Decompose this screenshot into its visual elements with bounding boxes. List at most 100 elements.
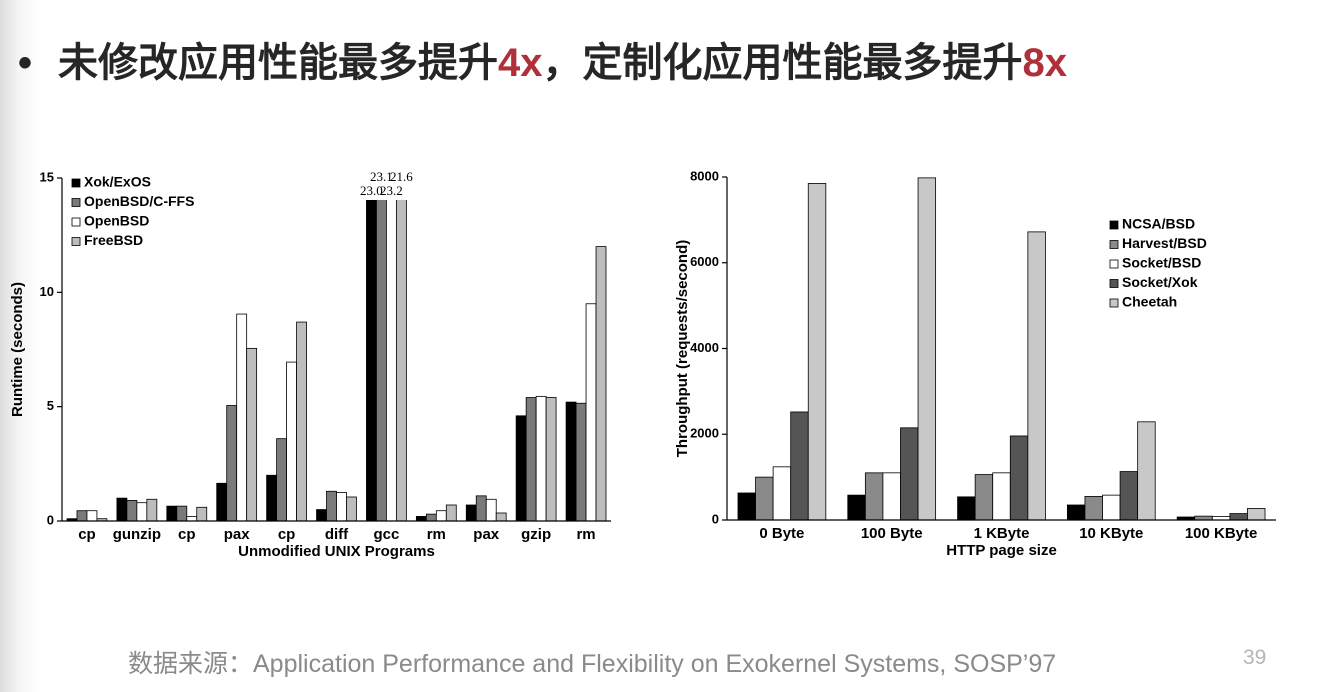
bar	[76, 510, 88, 521]
bar	[226, 405, 238, 521]
bar	[917, 177, 937, 520]
bar	[425, 513, 437, 521]
bar	[435, 510, 447, 521]
bar	[535, 395, 547, 521]
x-tick-label: diff	[325, 526, 349, 543]
bar	[186, 516, 198, 521]
legend-label: OpenBSD	[84, 213, 149, 229]
bar	[1119, 471, 1139, 520]
legend-swatch	[1109, 220, 1119, 230]
bar	[146, 498, 158, 521]
bar	[445, 504, 457, 521]
bar	[1009, 435, 1029, 520]
bar	[116, 497, 128, 521]
bar	[755, 476, 774, 520]
bar	[395, 200, 407, 521]
legend-swatch	[71, 217, 81, 227]
bar	[585, 303, 597, 521]
bar	[595, 246, 607, 521]
bullet: •	[18, 41, 33, 85]
bar	[864, 472, 884, 520]
y-tick-label: 5	[47, 398, 54, 413]
x-tick-label: 1 KByte	[974, 525, 1030, 542]
bar	[1066, 504, 1086, 520]
x-tick-label: rm	[427, 526, 446, 543]
y-tick-label: 4000	[690, 340, 719, 355]
bar	[276, 438, 287, 521]
x-axis-label: Unmodified UNIX Programs	[238, 543, 435, 560]
legend-label: FreeBSD	[84, 232, 143, 248]
bar	[86, 510, 98, 521]
y-tick-label: 0	[47, 512, 54, 527]
bar	[957, 496, 976, 520]
bar	[1229, 513, 1248, 520]
bar	[415, 516, 427, 521]
x-tick-label: gzip	[521, 526, 551, 543]
x-tick-label: 10 KByte	[1079, 525, 1143, 542]
title-text: ，定制化应用性能最多提升	[542, 41, 1023, 85]
bar	[992, 472, 1011, 520]
bar	[900, 427, 919, 520]
title-text: 未修改应用性能最多提升	[58, 41, 499, 85]
x-tick-label: cp	[278, 526, 296, 543]
bar	[326, 490, 337, 521]
bar	[974, 474, 994, 520]
bar	[216, 482, 228, 521]
y-axis-label: Throughput (requests/second)	[674, 240, 691, 458]
bar	[847, 494, 866, 520]
bars	[737, 177, 1266, 520]
x-tick-label: 100 KByte	[1185, 525, 1258, 542]
x-tick-label: rm	[576, 526, 595, 543]
bar	[316, 509, 327, 521]
bar	[790, 411, 809, 520]
bar	[266, 474, 278, 521]
legend-swatch	[1109, 298, 1119, 308]
legend-swatch	[71, 178, 81, 188]
legend-swatch	[1109, 279, 1119, 288]
bar	[176, 505, 188, 521]
legend-label: OpenBSD/C-FFS	[84, 193, 194, 209]
title-highlight: 8x	[1022, 41, 1068, 85]
x-tick-label: cp	[178, 526, 196, 543]
y-tick-label: 10	[40, 284, 54, 299]
legend-swatch	[1109, 259, 1119, 269]
title-highlight: 4x	[498, 41, 543, 85]
bar	[196, 506, 208, 521]
bar	[1084, 496, 1103, 520]
legend-label: NCSA/BSD	[1122, 216, 1195, 232]
value-label: 23.1	[370, 169, 393, 184]
bar	[166, 505, 178, 521]
bar	[1247, 508, 1266, 520]
legend-label: Socket/BSD	[1122, 255, 1201, 271]
bar	[565, 401, 577, 521]
legend-swatch	[1109, 240, 1119, 249]
bar	[126, 500, 138, 521]
x-tick-label: cp	[78, 526, 96, 543]
x-tick-label: gunzip	[113, 526, 161, 543]
bar	[136, 502, 148, 521]
y-tick-label: 15	[40, 169, 54, 184]
x-tick-label: 0 Byte	[759, 525, 804, 542]
y-tick-label: 2000	[690, 426, 719, 441]
y-tick-label: 8000	[690, 168, 719, 183]
bar	[525, 397, 537, 521]
bar	[575, 402, 587, 521]
x-tick-label: 100 Byte	[861, 525, 923, 542]
legend-label: Harvest/BSD	[1122, 235, 1207, 251]
bar	[296, 321, 307, 521]
bar	[1137, 421, 1156, 520]
legend-label: Socket/Xok	[1122, 274, 1198, 290]
legend-swatch	[71, 237, 81, 246]
page-number: 39	[1243, 646, 1267, 669]
chart: 0 2000 4000 6000 8000 0 Byte 100 Byte 1 KByte 10…	[674, 168, 1276, 559]
x-tick-label: pax	[473, 526, 500, 543]
bar	[366, 200, 377, 521]
bar	[772, 466, 792, 520]
value-label: 23.0	[360, 183, 383, 198]
x-tick-label: pax	[224, 526, 251, 543]
bar	[286, 361, 297, 521]
bar	[346, 496, 357, 521]
x-axis-label: HTTP page size	[946, 542, 1057, 559]
bar	[465, 504, 477, 521]
